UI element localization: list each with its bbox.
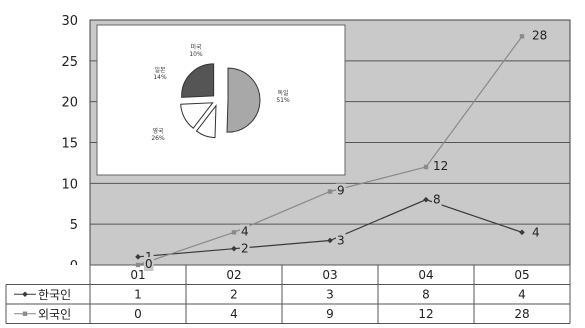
point-한국인-04 — [423, 196, 429, 203]
x-tick-label-01: 01 — [130, 268, 145, 282]
data-label-bg — [240, 241, 250, 256]
table-cell-한국인-02: 2 — [230, 287, 238, 301]
point-외국인-01 — [135, 262, 141, 268]
data-label-bg — [336, 183, 346, 198]
y-tick-label-10: 10 — [61, 177, 78, 192]
x-tick-label-03: 03 — [322, 268, 337, 282]
data-label-한국인-04: 8 — [433, 193, 441, 207]
point-한국인-02 — [231, 245, 237, 252]
legend-marker-한국인 — [22, 291, 28, 298]
point-외국인-02 — [231, 230, 237, 235]
pie-slice-일본 — [180, 102, 214, 129]
y-axis: 051015202530 — [61, 14, 78, 274]
data-label-한국인-01: 1 — [145, 250, 153, 264]
pie-label-미국: 미국 — [190, 43, 202, 51]
legend-label-외국인: 외국인 — [38, 307, 71, 321]
table-cell-한국인-03: 3 — [326, 287, 334, 301]
data-label-한국인-02: 2 — [241, 242, 249, 256]
table-background — [6, 265, 570, 324]
data-label-bg — [432, 192, 442, 207]
point-외국인-04 — [423, 164, 429, 170]
data-label-외국인-04: 12 — [433, 159, 448, 173]
table-cell-한국인-01: 1 — [134, 287, 142, 301]
inset-pie-frame — [96, 24, 346, 176]
y-tick-label-5: 5 — [70, 218, 78, 233]
data-label-bg — [336, 233, 346, 248]
point-한국인-05 — [519, 229, 525, 236]
legend-marker-외국인 — [22, 311, 28, 316]
pie-pct-일본: 14% — [153, 74, 167, 81]
point-한국인-01 — [135, 254, 141, 260]
table-cell-한국인-04: 8 — [422, 287, 430, 301]
pie-pct-미국: 10% — [189, 51, 203, 58]
pie-label-영국: 영국 — [152, 127, 164, 135]
pie-pct-독일: 51% — [276, 97, 290, 104]
pie-label-일본: 일본 — [154, 66, 166, 74]
data-label-한국인-05: 4 — [532, 225, 540, 239]
x-tick-label-02: 02 — [226, 268, 241, 282]
data-label-bg — [240, 224, 250, 239]
x-tick-label-05: 05 — [514, 268, 529, 282]
data-label-외국인-03: 9 — [337, 184, 345, 198]
table-cell-외국인-01: 0 — [134, 307, 142, 321]
table-cell-외국인-02: 4 — [230, 307, 238, 321]
y-tick-label-30: 30 — [61, 14, 78, 29]
y-tick-label-20: 20 — [61, 96, 78, 111]
point-외국인-05 — [519, 34, 525, 39]
series-layer — [135, 34, 525, 268]
data-label-bg — [432, 159, 450, 173]
data-label-bg — [144, 257, 154, 271]
legend-label-한국인: 한국인 — [38, 288, 71, 302]
x-tick-label-04: 04 — [418, 268, 433, 282]
table-cell-한국인-05: 4 — [518, 287, 526, 301]
y-tick-label-15: 15 — [61, 137, 78, 152]
data-label-bg — [144, 249, 154, 264]
table-cell-외국인-03: 9 — [326, 307, 334, 321]
data-label-한국인-03: 3 — [337, 234, 345, 248]
y-tick-label-25: 25 — [61, 55, 78, 70]
point-한국인-03 — [327, 237, 333, 244]
pie-slice-독일 — [226, 67, 261, 133]
data-label-bg — [531, 28, 549, 43]
data-label-외국인-02: 4 — [241, 224, 249, 238]
data-label-외국인-05: 28 — [532, 28, 547, 42]
point-외국인-03 — [327, 189, 333, 194]
data-label-bg — [531, 225, 541, 240]
table-cell-외국인-05: 28 — [514, 307, 529, 321]
pie-slice-영국 — [181, 63, 215, 98]
table-cell-외국인-04: 12 — [418, 307, 433, 321]
data-label-외국인-01: 0 — [145, 257, 153, 271]
pie-pct-영국: 26% — [151, 135, 165, 142]
pie-slice-미국 — [195, 104, 217, 139]
pie-label-독일: 독일 — [277, 89, 288, 97]
